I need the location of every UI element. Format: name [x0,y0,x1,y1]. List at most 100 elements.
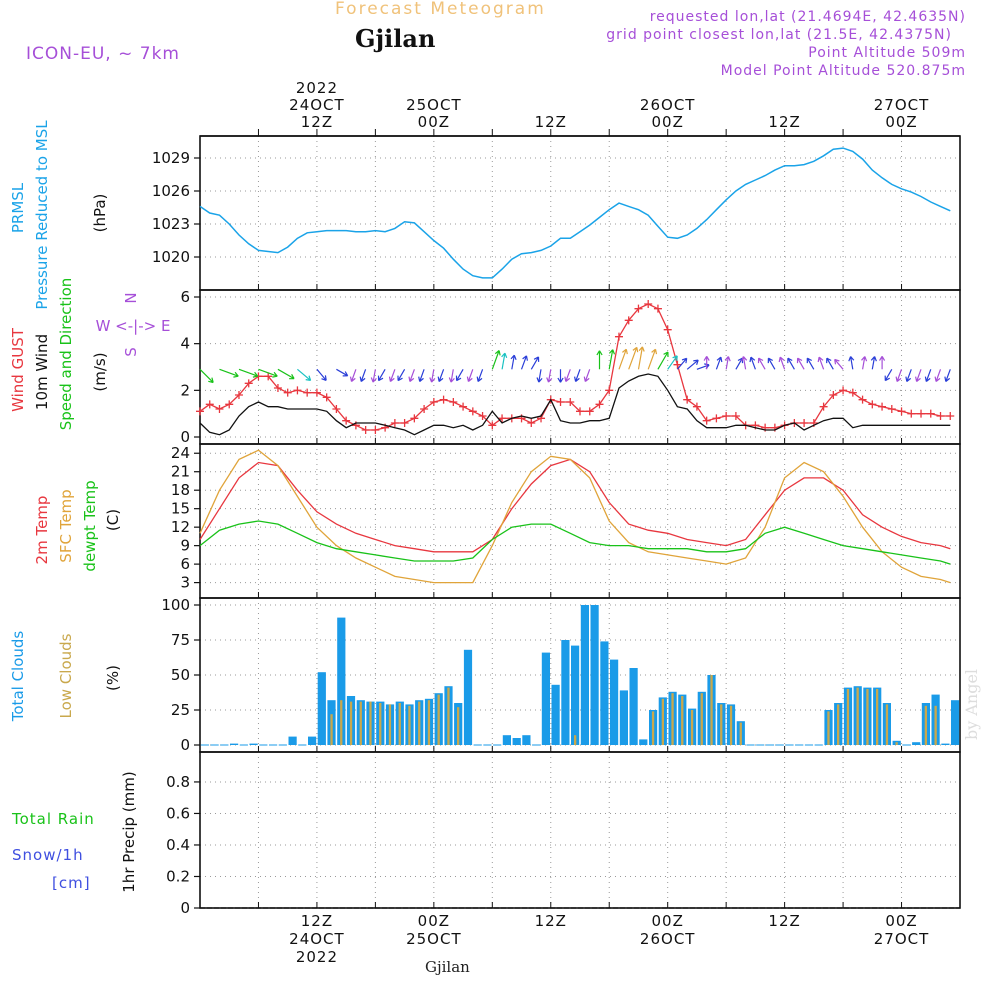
model-label: ICON-EU, ~ 7km [26,44,180,64]
gust-marker [225,400,234,409]
wind-direction-arrow [377,369,386,382]
wind-direction-arrow [637,346,645,370]
total-cloud-bar [249,743,258,745]
gust-marker [917,409,926,418]
total-cloud-bar [463,649,473,745]
gust-marker [634,304,643,313]
total-cloud-bar [317,672,326,745]
gust-marker [429,398,438,406]
total-cloud-bar [639,739,648,745]
total-cloud-bar [512,738,521,745]
wind-direction-arrow [536,369,543,383]
low-cloud-bar [866,689,869,745]
wind-direction-arrow [397,369,406,382]
y-tick-label: 21 [171,463,190,481]
wind-direction-arrow [878,355,886,370]
gust-marker [595,400,604,409]
total-cloud-bar [951,700,960,745]
temp-dewpt-line [199,520,951,565]
wind-direction-arrow [520,355,528,370]
wind-direction-arrow [608,349,616,370]
bottom-time-label: 24OCT [289,930,345,948]
clouds-panel: 0 25 50 75 100 [161,596,961,754]
low-cloud-bar [710,675,713,745]
gust-marker [566,398,575,406]
temp-unit: (C) [104,509,122,531]
total-cloud-bar [619,690,628,745]
y-tick-label: 6 [180,288,190,306]
temp-label-3: dewpt Temp [81,480,99,571]
gust-marker [410,414,419,423]
y-tick-label: 0 [180,899,190,917]
wind-direction-arrow [724,356,731,370]
wind-direction-arrow [767,357,776,370]
low-cloud-bar [340,700,343,745]
total-cloud-bar [629,668,638,745]
top-time-label: 00Z [885,113,917,131]
y-tick-label: 75 [171,631,190,649]
gust-marker [390,419,399,427]
gust-marker [527,419,536,427]
total-cloud-bar [522,735,531,745]
clouds-label-2: Low Clouds [57,633,75,718]
wind-direction-arrow [884,369,893,382]
y-tick-label: 0.4 [166,836,190,854]
total-cloud-bar [600,641,609,745]
total-cloud-bar [230,743,239,745]
wind-direction-arrow [564,369,571,382]
bottom-time-label: 2022 [296,948,338,966]
gust-marker [692,402,701,411]
y-tick-label: 0 [180,428,190,446]
bottom-time-label: 00Z [652,912,684,930]
subtitle: Forecast Meteogram [335,0,546,19]
top-time-label: 12Z [535,113,567,131]
wind-direction-arrow [277,368,295,380]
gust-marker [196,407,204,416]
low-cloud-bar [837,704,840,745]
precip-label-3: [cm] [52,874,91,892]
wind-direction-arrow [787,357,795,370]
wind-unit: (m/s) [91,352,109,391]
bottom-time-label: 12Z [301,912,333,930]
wind-direction-arrow [448,369,455,383]
gust-marker [673,360,682,369]
gust-marker [839,386,848,395]
wind-direction-arrow [258,368,278,378]
wind-direction-arrow [657,351,669,370]
total-cloud-bar [941,743,950,745]
wind-direction-arrow [806,357,815,370]
low-cloud-bar [661,698,664,745]
wind-speed-line [199,373,951,436]
precip-unit: 1hr Precip (mm) [120,771,138,892]
y-tick-label: 24 [171,444,190,462]
gust-marker [488,421,497,430]
gust-marker [234,391,243,399]
total-cloud-bar [590,605,599,745]
total-cloud-bar [308,736,317,745]
compass-north: N [122,292,140,303]
top-time-label: 27OCT [874,96,930,114]
wind-direction-arrow [466,369,474,382]
low-cloud-bar [457,707,460,745]
wind-direction-arrow [199,368,214,384]
wind-label-1: Wind GUST [9,327,27,412]
wind-direction-arrow [647,348,658,370]
low-cloud-bar [408,705,411,745]
wind-direction-arrow [676,357,688,370]
low-cloud-bar [437,694,440,745]
top-time-label: 00Z [418,113,450,131]
gust-marker [332,405,341,413]
gust-marker [731,412,740,420]
gust-marker [400,419,409,427]
gust-marker [926,409,935,418]
wind-direction-arrow [915,369,922,382]
pressure-unit: (hPa) [91,194,109,233]
wind-direction-arrow [359,369,367,382]
low-cloud-bar [885,704,889,745]
wind-direction-arrow [297,368,312,381]
gust-marker [459,402,468,411]
top-time-label: 26OCT [640,96,696,114]
wind-direction-arrow [703,355,710,370]
station-title: Gjilan [355,24,436,53]
requested-coords: requested lon,lat (21.4694E, 42.4635N) [649,9,966,25]
